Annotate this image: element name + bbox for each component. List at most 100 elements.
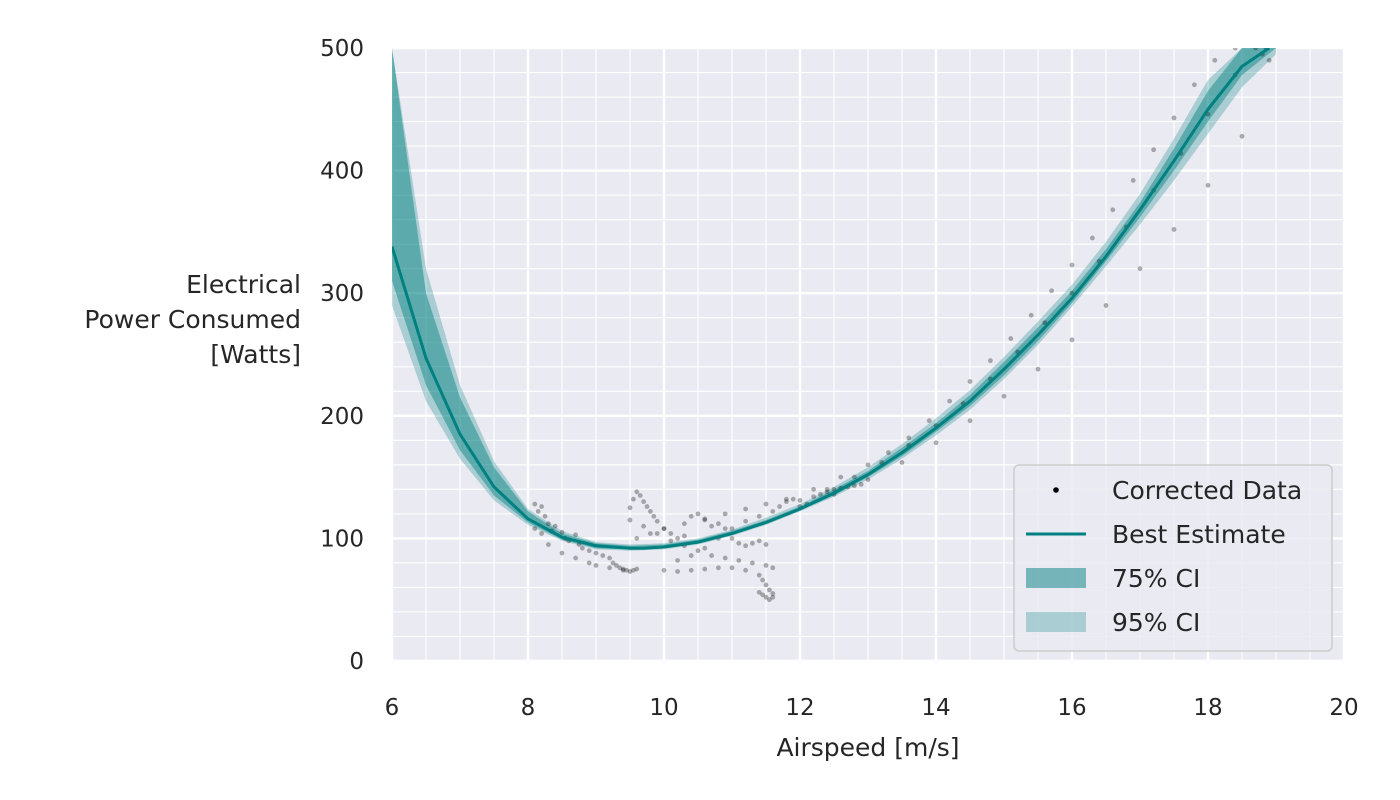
data-point <box>620 567 626 573</box>
data-point <box>716 521 721 527</box>
data-point <box>631 567 636 573</box>
data-point <box>634 489 640 495</box>
data-point <box>722 526 728 531</box>
data-point <box>750 540 755 546</box>
data-point <box>586 560 592 566</box>
x-tick-label: 8 <box>521 695 536 721</box>
data-point <box>634 566 640 572</box>
legend-box <box>1013 464 1333 652</box>
data-point <box>709 553 714 558</box>
data-point <box>702 516 708 522</box>
data-point <box>1049 288 1054 294</box>
data-point <box>760 592 765 598</box>
data-point <box>967 379 973 384</box>
data-point <box>1069 337 1075 343</box>
legend-marker-points <box>1053 487 1059 493</box>
data-point <box>617 565 623 571</box>
data-point <box>593 550 599 556</box>
data-point <box>906 435 912 441</box>
data-point <box>1212 57 1218 63</box>
y-tick-label: 0 <box>349 649 364 675</box>
data-point <box>1028 312 1034 318</box>
data-point <box>573 532 578 538</box>
data-point <box>750 560 755 566</box>
data-point <box>988 358 993 364</box>
data-point <box>767 587 772 593</box>
data-point <box>763 594 769 600</box>
data-point <box>1232 48 1238 51</box>
data-point <box>729 536 735 541</box>
data-point <box>542 513 548 519</box>
data-point <box>763 501 769 507</box>
data-point <box>1103 303 1109 308</box>
data-point <box>600 553 606 558</box>
data-point <box>770 594 776 600</box>
data-point <box>661 567 667 573</box>
data-point <box>668 531 674 536</box>
data-point <box>760 577 765 583</box>
data-point <box>535 509 541 514</box>
axis-titles: Airspeed [m/s] Electrical Power Consumed [W… <box>84 270 959 762</box>
data-point <box>573 555 578 561</box>
data-point <box>824 486 830 492</box>
legend-label: 75% CI <box>1112 564 1200 593</box>
data-point <box>865 477 871 482</box>
data-point <box>763 542 769 547</box>
data-point <box>784 496 789 502</box>
data-point <box>546 542 551 547</box>
data-point <box>729 526 735 531</box>
y-axis-title-line: Power Consumed <box>84 305 301 334</box>
data-point <box>736 558 742 563</box>
data-point <box>763 562 769 568</box>
data-point <box>899 459 905 465</box>
best-estimate-line-group <box>392 48 1271 550</box>
data-point <box>644 504 650 509</box>
legend: Corrected Data Best Estimate 75% CI 95% CI <box>1013 464 1333 652</box>
data-point <box>648 509 653 514</box>
legend-marker-ci95 <box>1026 612 1086 632</box>
data-point <box>797 497 803 503</box>
data-point <box>743 506 748 512</box>
data-point <box>852 483 857 489</box>
data-point <box>627 517 633 523</box>
y-axis-title-line: [Watts] <box>210 340 301 369</box>
data-point <box>722 511 728 517</box>
data-point <box>967 418 973 424</box>
data-point <box>756 572 762 578</box>
data-point <box>1035 366 1041 372</box>
data-point <box>702 566 708 572</box>
data-point <box>641 523 646 529</box>
data-point <box>614 562 619 568</box>
data-point <box>743 518 748 524</box>
data-point <box>675 536 680 541</box>
x-tick-label: 6 <box>385 695 400 721</box>
data-point <box>1090 235 1095 241</box>
data-point <box>648 531 653 536</box>
data-point <box>682 533 687 539</box>
data-point <box>651 513 657 519</box>
data-point <box>743 567 748 573</box>
data-point <box>770 591 776 596</box>
y-tick-label: 300 <box>320 281 364 307</box>
data-point <box>770 565 776 571</box>
data-point <box>1130 178 1136 183</box>
data-point <box>722 555 728 561</box>
y-tick-label: 400 <box>320 159 364 185</box>
best-estimate-line <box>392 48 1271 550</box>
x-tick-label: 16 <box>1057 695 1086 721</box>
data-point <box>620 566 626 572</box>
data-point <box>886 450 891 455</box>
data-point <box>688 553 694 558</box>
data-point <box>675 569 680 574</box>
data-point <box>1171 227 1177 232</box>
data-point <box>865 462 871 468</box>
data-point <box>668 538 674 544</box>
data-point <box>729 565 735 571</box>
data-point <box>1266 57 1272 63</box>
data-point <box>637 493 643 498</box>
data-point <box>756 589 762 595</box>
data-point <box>811 494 816 500</box>
legend-label: Corrected Data <box>1112 476 1302 505</box>
